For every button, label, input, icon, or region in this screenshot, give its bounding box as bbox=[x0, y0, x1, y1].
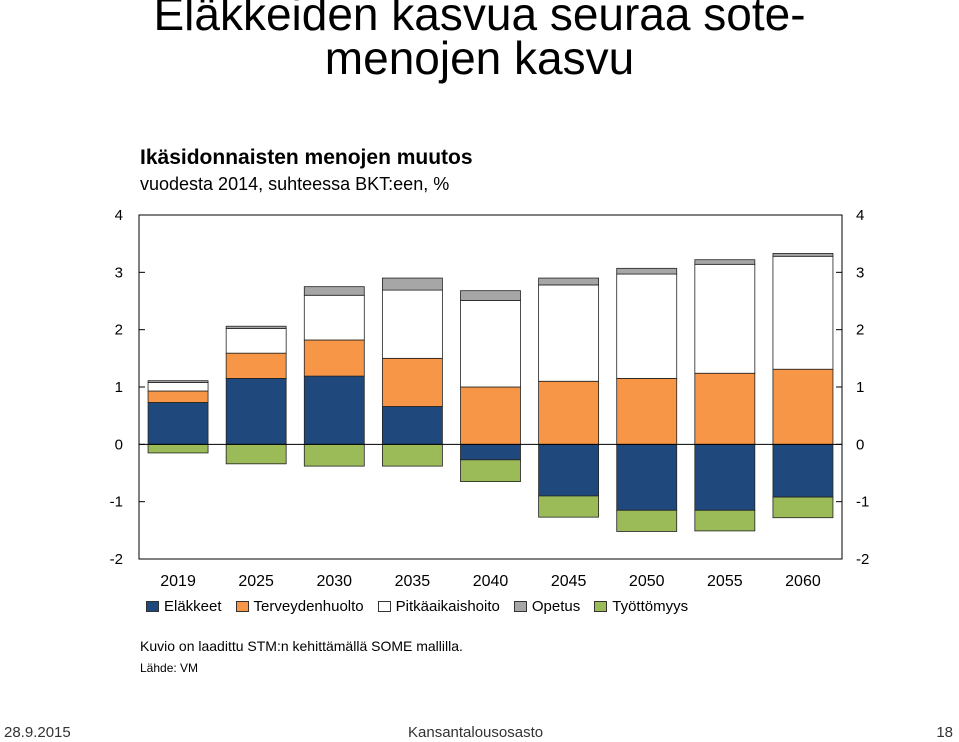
bar-segment bbox=[616, 273, 678, 379]
y-tick-label-left: -1 bbox=[110, 494, 123, 511]
y-tick-label-left: 2 bbox=[115, 322, 123, 339]
y-tick-label-left: 3 bbox=[115, 264, 123, 281]
y-tick-label-right: 3 bbox=[856, 264, 864, 281]
bar-segment bbox=[616, 267, 678, 275]
legend-swatch bbox=[377, 601, 391, 612]
bar-segment bbox=[381, 443, 443, 467]
legend-item-tyottomyys: Työttömyys bbox=[594, 598, 688, 615]
x-tick-label: 2035 bbox=[395, 573, 431, 590]
bar-segment bbox=[460, 290, 521, 301]
y-tick-label-right: -1 bbox=[856, 494, 869, 511]
bar-segment bbox=[147, 402, 209, 445]
bar-segment bbox=[616, 377, 678, 445]
bar-segment bbox=[225, 328, 287, 354]
bar-segment bbox=[147, 380, 209, 383]
x-tick-label: 2019 bbox=[160, 573, 196, 590]
y-tick-label-right: 4 bbox=[856, 207, 864, 224]
y-tick-label-left: -2 bbox=[110, 551, 123, 568]
legend-swatch bbox=[513, 601, 527, 612]
bar-segment bbox=[147, 390, 209, 403]
y-tick-label-right: 1 bbox=[856, 379, 864, 396]
bar-segment bbox=[381, 357, 443, 407]
y-tick-label-left: 4 bbox=[115, 207, 123, 224]
y-tick-label-right: 2 bbox=[856, 322, 864, 339]
bar-segment bbox=[772, 255, 834, 370]
bar-segment bbox=[772, 496, 834, 519]
bar-segment bbox=[772, 368, 834, 445]
x-tick-label: 2040 bbox=[473, 573, 509, 590]
y-tick-label-right: 0 bbox=[856, 436, 864, 453]
bar-segment bbox=[303, 375, 365, 445]
slide-title: Eläkkeiden kasvua seuraa sote- menojen k… bbox=[0, 0, 959, 118]
bar-segment bbox=[225, 352, 287, 379]
legend-item-opetus: Opetus bbox=[513, 598, 581, 615]
legend-swatch bbox=[594, 601, 608, 612]
legend-label: Pitkäaikaishoito bbox=[395, 598, 500, 615]
legend-swatch bbox=[235, 601, 249, 612]
legend-label: Työttömyys bbox=[612, 598, 689, 615]
bar-segment bbox=[225, 325, 287, 329]
x-tick-label: 2060 bbox=[785, 573, 821, 590]
legend-item-pitkaaikaishoito: Pitkäaikaishoito bbox=[377, 598, 500, 615]
bar-segment bbox=[303, 286, 365, 296]
footer-date: 28.9.2015 bbox=[4, 724, 71, 741]
bar-segment bbox=[538, 380, 600, 445]
bar-segment bbox=[694, 372, 756, 445]
x-tick-label: 2050 bbox=[629, 573, 665, 590]
bar-segment bbox=[460, 300, 521, 388]
bar-segment bbox=[381, 289, 443, 359]
bar-segment bbox=[303, 294, 365, 341]
bar-segment bbox=[460, 386, 521, 445]
bar-segment bbox=[147, 382, 209, 392]
bar-segment bbox=[147, 443, 209, 454]
x-tick-label: 2025 bbox=[238, 573, 274, 590]
chart-title: Ikäsidonnaisten menojen muutos bbox=[140, 146, 473, 169]
legend-label: Terveydenhuolto bbox=[253, 598, 364, 615]
bar-segment bbox=[538, 277, 600, 286]
bar-segment bbox=[538, 443, 600, 497]
y-tick-label-left: 1 bbox=[115, 379, 123, 396]
bar-segment bbox=[772, 253, 834, 257]
legend-swatch bbox=[146, 601, 159, 612]
bar-segment bbox=[694, 263, 756, 374]
bar-segment bbox=[694, 509, 756, 532]
footer-organization: Kansantalousosasto bbox=[408, 724, 544, 741]
x-tick-label: 2030 bbox=[316, 573, 352, 590]
y-tick-label-right: -2 bbox=[856, 551, 869, 568]
chart-note: Kuvio on laadittu STM:n kehittämällä SOM… bbox=[140, 638, 463, 654]
bar-segment bbox=[303, 339, 365, 377]
bar-segment bbox=[303, 443, 365, 467]
legend-label: Eläkkeet bbox=[164, 598, 222, 615]
bar-segment bbox=[538, 284, 600, 382]
slide-title-line2: menojen kasvu bbox=[324, 32, 635, 84]
bar-segment bbox=[225, 377, 287, 445]
bar-segment bbox=[616, 443, 678, 511]
bar-segment bbox=[694, 443, 756, 511]
legend-label: Opetus bbox=[531, 598, 581, 615]
x-tick-label: 2045 bbox=[551, 573, 587, 590]
bar-segment bbox=[460, 459, 521, 482]
x-tick-label: 2055 bbox=[707, 573, 743, 590]
y-tick-label-left: 0 bbox=[115, 436, 123, 453]
bar-segment bbox=[225, 443, 287, 465]
legend-item-elakkeet: Eläkkeet bbox=[146, 598, 222, 615]
bar-segment bbox=[616, 509, 678, 532]
bar-segment bbox=[381, 406, 443, 445]
bar-segment bbox=[538, 495, 600, 518]
chart-source: Lähde: VM bbox=[140, 661, 199, 675]
chart-legend: Eläkkeet Terveydenhuolto Pitkäaikaishoit… bbox=[146, 598, 702, 615]
legend-item-terveydenhuolto: Terveydenhuolto bbox=[235, 598, 364, 615]
bar-segment bbox=[381, 277, 443, 291]
footer-page-number: 18 bbox=[936, 724, 953, 741]
bar-segment bbox=[460, 443, 521, 461]
bar-segment bbox=[694, 259, 756, 265]
chart-subtitle: vuodesta 2014, suhteessa BKT:een, % bbox=[140, 174, 450, 194]
bar-segment bbox=[772, 443, 834, 498]
slide-title-line1: Eläkkeiden kasvua seuraa sote- bbox=[153, 0, 806, 40]
